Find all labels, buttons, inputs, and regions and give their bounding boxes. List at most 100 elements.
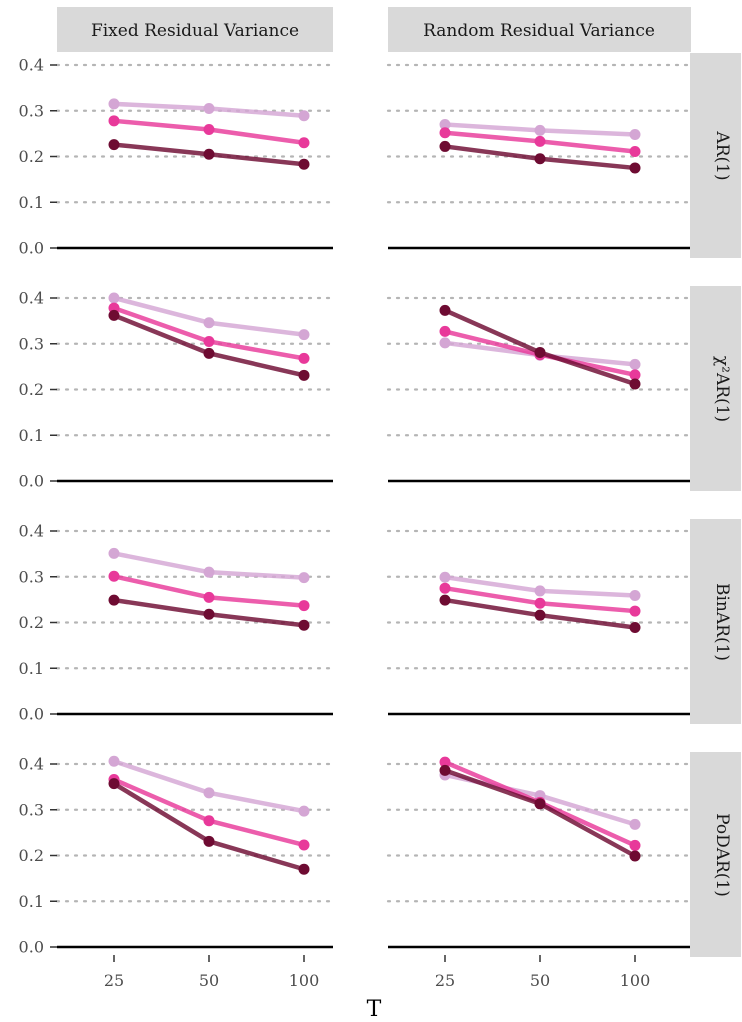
data-point	[203, 591, 215, 603]
y-tick-label: 0.4	[19, 522, 44, 541]
chart-panels: 0.0 0.1 0.2 0.3 0.4 0.0 0.1 0.2 0.3 0.4 0.0 0.1 0.2 0…	[19, 56, 692, 957]
y-tick-label: 0.2	[19, 613, 44, 632]
data-point	[439, 764, 451, 776]
data-point	[439, 325, 451, 337]
data-point	[298, 600, 310, 612]
data-point	[298, 158, 310, 170]
data-point	[108, 139, 120, 151]
data-point	[629, 839, 641, 851]
data-point	[629, 129, 641, 141]
data-point	[108, 570, 120, 582]
data-point	[203, 347, 215, 359]
data-point	[629, 162, 641, 174]
data-point	[203, 148, 215, 160]
x-tick-label: 25	[104, 971, 124, 990]
data-point	[439, 127, 451, 139]
y-tick-label: 0.3	[19, 334, 44, 353]
data-point	[629, 850, 641, 862]
row-strip-label-chi2ar1: χ²AR(1)	[712, 356, 732, 422]
column-strip-label-random: Random Residual Variance	[423, 21, 655, 41]
data-point	[203, 317, 215, 329]
data-point	[534, 153, 546, 165]
row-strip-label-podar1: PoDAR(1)	[712, 813, 732, 897]
data-point	[298, 352, 310, 364]
data-point	[108, 778, 120, 790]
data-point	[298, 369, 310, 381]
x-tick-label: 50	[199, 971, 219, 990]
data-point	[203, 566, 215, 578]
x-tick-label: 100	[620, 971, 651, 990]
data-point	[534, 346, 546, 358]
column-strip-random: Random Residual Variance	[388, 7, 691, 52]
y-tick-label: 0.0	[19, 705, 44, 724]
data-point	[203, 124, 215, 136]
y-tick-label: 0.0	[19, 472, 44, 491]
data-point	[629, 605, 641, 617]
data-point	[203, 335, 215, 347]
data-point	[203, 787, 215, 799]
x-axis: 25 50 100 25 50 100	[104, 955, 650, 990]
data-point	[108, 292, 120, 304]
data-point	[108, 309, 120, 321]
y-tick-label: 0.4	[19, 755, 44, 774]
row-strip-chi2ar1: χ²AR(1)	[690, 286, 741, 491]
data-point	[298, 110, 310, 122]
y-tick-label: 0.4	[19, 56, 44, 75]
data-point	[629, 378, 641, 390]
data-point	[298, 839, 310, 851]
data-point	[629, 590, 641, 602]
row-strip-binar1: BinAR(1)	[690, 519, 741, 724]
data-point	[203, 815, 215, 827]
y-tick-label: 0.1	[19, 193, 44, 212]
y-tick-label: 0.1	[19, 426, 44, 445]
y-tick-label: 0.1	[19, 892, 44, 911]
data-point	[203, 102, 215, 114]
y-tick-label: 0.3	[19, 800, 44, 819]
data-point	[629, 369, 641, 381]
data-point	[629, 145, 641, 157]
data-point	[108, 98, 120, 110]
data-point	[534, 609, 546, 621]
y-tick-label: 0.0	[19, 938, 44, 957]
data-point	[298, 572, 310, 584]
row-strip-ar1: AR(1)	[690, 53, 741, 258]
y-tick-label: 0.4	[19, 289, 44, 308]
data-point	[298, 619, 310, 631]
x-tick-label: 100	[289, 971, 320, 990]
data-point	[439, 594, 451, 606]
data-point	[534, 798, 546, 810]
x-tick-label: 25	[435, 971, 455, 990]
data-point	[298, 137, 310, 149]
y-tick-label: 0.3	[19, 101, 44, 120]
column-strip-label-fixed: Fixed Residual Variance	[91, 21, 299, 41]
data-point	[439, 140, 451, 152]
data-point	[534, 135, 546, 147]
data-point	[108, 594, 120, 606]
data-point	[534, 124, 546, 136]
data-point	[108, 115, 120, 127]
y-tick-label: 0.1	[19, 659, 44, 678]
row-strip-label-binar1: BinAR(1)	[712, 583, 732, 661]
data-point	[439, 756, 451, 768]
data-point	[298, 863, 310, 875]
y-tick-label: 0.0	[19, 239, 44, 258]
column-strip-fixed: Fixed Residual Variance	[57, 7, 333, 52]
data-point	[203, 608, 215, 620]
data-point	[629, 818, 641, 830]
y-tick-label: 0.2	[19, 380, 44, 399]
data-point	[298, 805, 310, 817]
data-point	[439, 571, 451, 583]
data-point	[439, 337, 451, 349]
y-tick-label: 0.2	[19, 147, 44, 166]
row-strip-podar1: PoDAR(1)	[690, 752, 741, 957]
x-axis-title: T	[367, 997, 382, 1022]
row-strip-label-ar1: AR(1)	[712, 130, 732, 180]
data-point	[108, 547, 120, 559]
data-point	[534, 585, 546, 597]
data-point	[439, 118, 451, 130]
data-point	[439, 582, 451, 594]
data-point	[298, 329, 310, 341]
data-point	[534, 597, 546, 609]
data-point	[439, 304, 451, 316]
x-tick-label: 50	[530, 971, 550, 990]
